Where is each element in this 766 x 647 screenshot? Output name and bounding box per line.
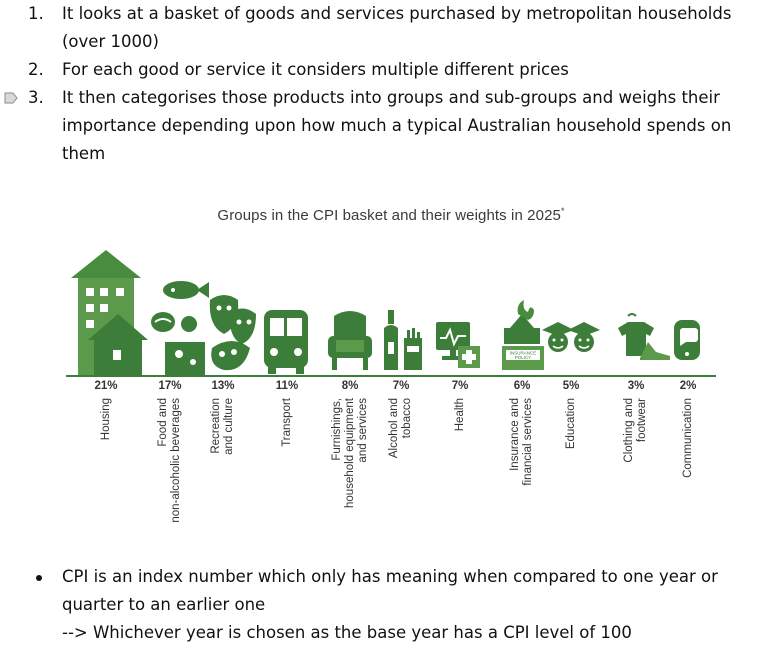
group-label-line: household equipment	[343, 398, 356, 508]
group-label-line: footwear	[636, 398, 648, 443]
weight-value: 11%	[275, 380, 299, 392]
insurance-policy-icon: INSURANCE POLICY	[502, 300, 544, 370]
weight-value: 8%	[341, 380, 359, 392]
weight-value: 21%	[94, 380, 118, 392]
group-label: Insurance and financial services	[509, 398, 535, 548]
comment-marker-icon[interactable]	[4, 91, 18, 105]
chart-baseline	[66, 375, 716, 377]
group-label: Clothing and footwear	[623, 398, 649, 548]
weight-value: 6%	[513, 380, 531, 392]
figure-title: Groups in the CPI basket and their weigh…	[217, 206, 565, 224]
group-label: Communication	[682, 398, 695, 548]
group-label: Education	[565, 398, 578, 548]
theatre-masks-icon	[209, 295, 256, 371]
armchair-icon	[328, 311, 372, 370]
list-item: 1. It looks at a basket of goods and ser…	[0, 0, 752, 56]
cpi-groups-figure: Groups in the CPI basket and their weigh…	[66, 200, 716, 540]
weight-value: 13%	[211, 380, 235, 392]
list-item: 2. For each good or service it considers…	[0, 56, 752, 84]
group-label-line: Food and	[157, 398, 169, 447]
shirt-shoe-icon	[618, 313, 670, 360]
group-label-line: Health	[453, 398, 466, 432]
list-item: 3. It then categorises those products in…	[0, 84, 752, 168]
group-label-line: Education	[564, 398, 577, 450]
group-label: Transport	[281, 398, 294, 548]
group-label-line: Recreation	[210, 398, 222, 454]
group-label: Housing	[100, 398, 113, 548]
phone-chat-icon	[674, 320, 700, 360]
list-number: 3.	[28, 88, 44, 107]
group-label-line: Clothing and	[623, 398, 635, 463]
weight-value: 7%	[392, 380, 410, 392]
list-item-text: It then categorises those products into …	[62, 88, 732, 163]
policy-label: INSURANCE	[510, 351, 537, 356]
group-label-line: Alcohol and	[388, 398, 400, 459]
group-label-line: Housing	[99, 398, 112, 441]
group-label: Recreation and culture	[210, 398, 236, 548]
svg-text:POLICY: POLICY	[515, 355, 532, 360]
weight-value: 2%	[679, 380, 697, 392]
house-tower-icon	[71, 250, 148, 375]
group-label-line: financial services	[522, 398, 534, 486]
group-label-line: Insurance and	[509, 398, 521, 471]
group-label: Furnishings, household equipment and servi…	[331, 398, 370, 548]
bullet-text: --> Whichever year is chosen as the base…	[62, 623, 632, 642]
weight-value: 17%	[158, 380, 182, 392]
bullet-item: CPI is an index number which only has me…	[0, 563, 766, 619]
group-label-line: non-alcoholic beverages	[170, 398, 182, 523]
group-label-line: tobacco	[401, 398, 413, 439]
bottle-cigarettes-icon	[384, 310, 422, 370]
group-label-line: Communication	[681, 398, 694, 478]
group-label: Alcohol and tobacco	[388, 398, 414, 548]
list-number: 2.	[28, 60, 44, 79]
graduates-icon	[542, 322, 600, 352]
numbered-list: 1. It looks at a basket of goods and ser…	[0, 0, 766, 168]
group-label-line: and services	[356, 398, 369, 463]
list-item-text: For each good or service it considers mu…	[62, 60, 569, 79]
bullet-continuation: --> Whichever year is chosen as the base…	[0, 619, 766, 647]
weight-value: 7%	[451, 380, 469, 392]
bus-icon	[264, 310, 308, 374]
icon-row: INSURANCE POLICY	[71, 250, 700, 375]
weight-value: 3%	[627, 380, 645, 392]
group-label: Food and non-alcoholic beverages	[157, 398, 183, 548]
list-number: 1.	[28, 4, 44, 23]
group-label-line: Transport	[280, 398, 293, 447]
weight-value: 5%	[562, 380, 580, 392]
bullet-text: CPI is an index number which only has me…	[62, 567, 718, 614]
group-label: Health	[454, 398, 467, 548]
list-item-text: It looks at a basket of goods and servic…	[62, 4, 732, 51]
health-monitor-icon	[436, 322, 480, 368]
bullet-dot	[36, 575, 42, 581]
group-label-line: Furnishings,	[330, 398, 343, 461]
food-icon	[151, 281, 209, 375]
group-label-line: and culture	[223, 398, 235, 455]
bullet-list: CPI is an index number which only has me…	[0, 563, 766, 647]
